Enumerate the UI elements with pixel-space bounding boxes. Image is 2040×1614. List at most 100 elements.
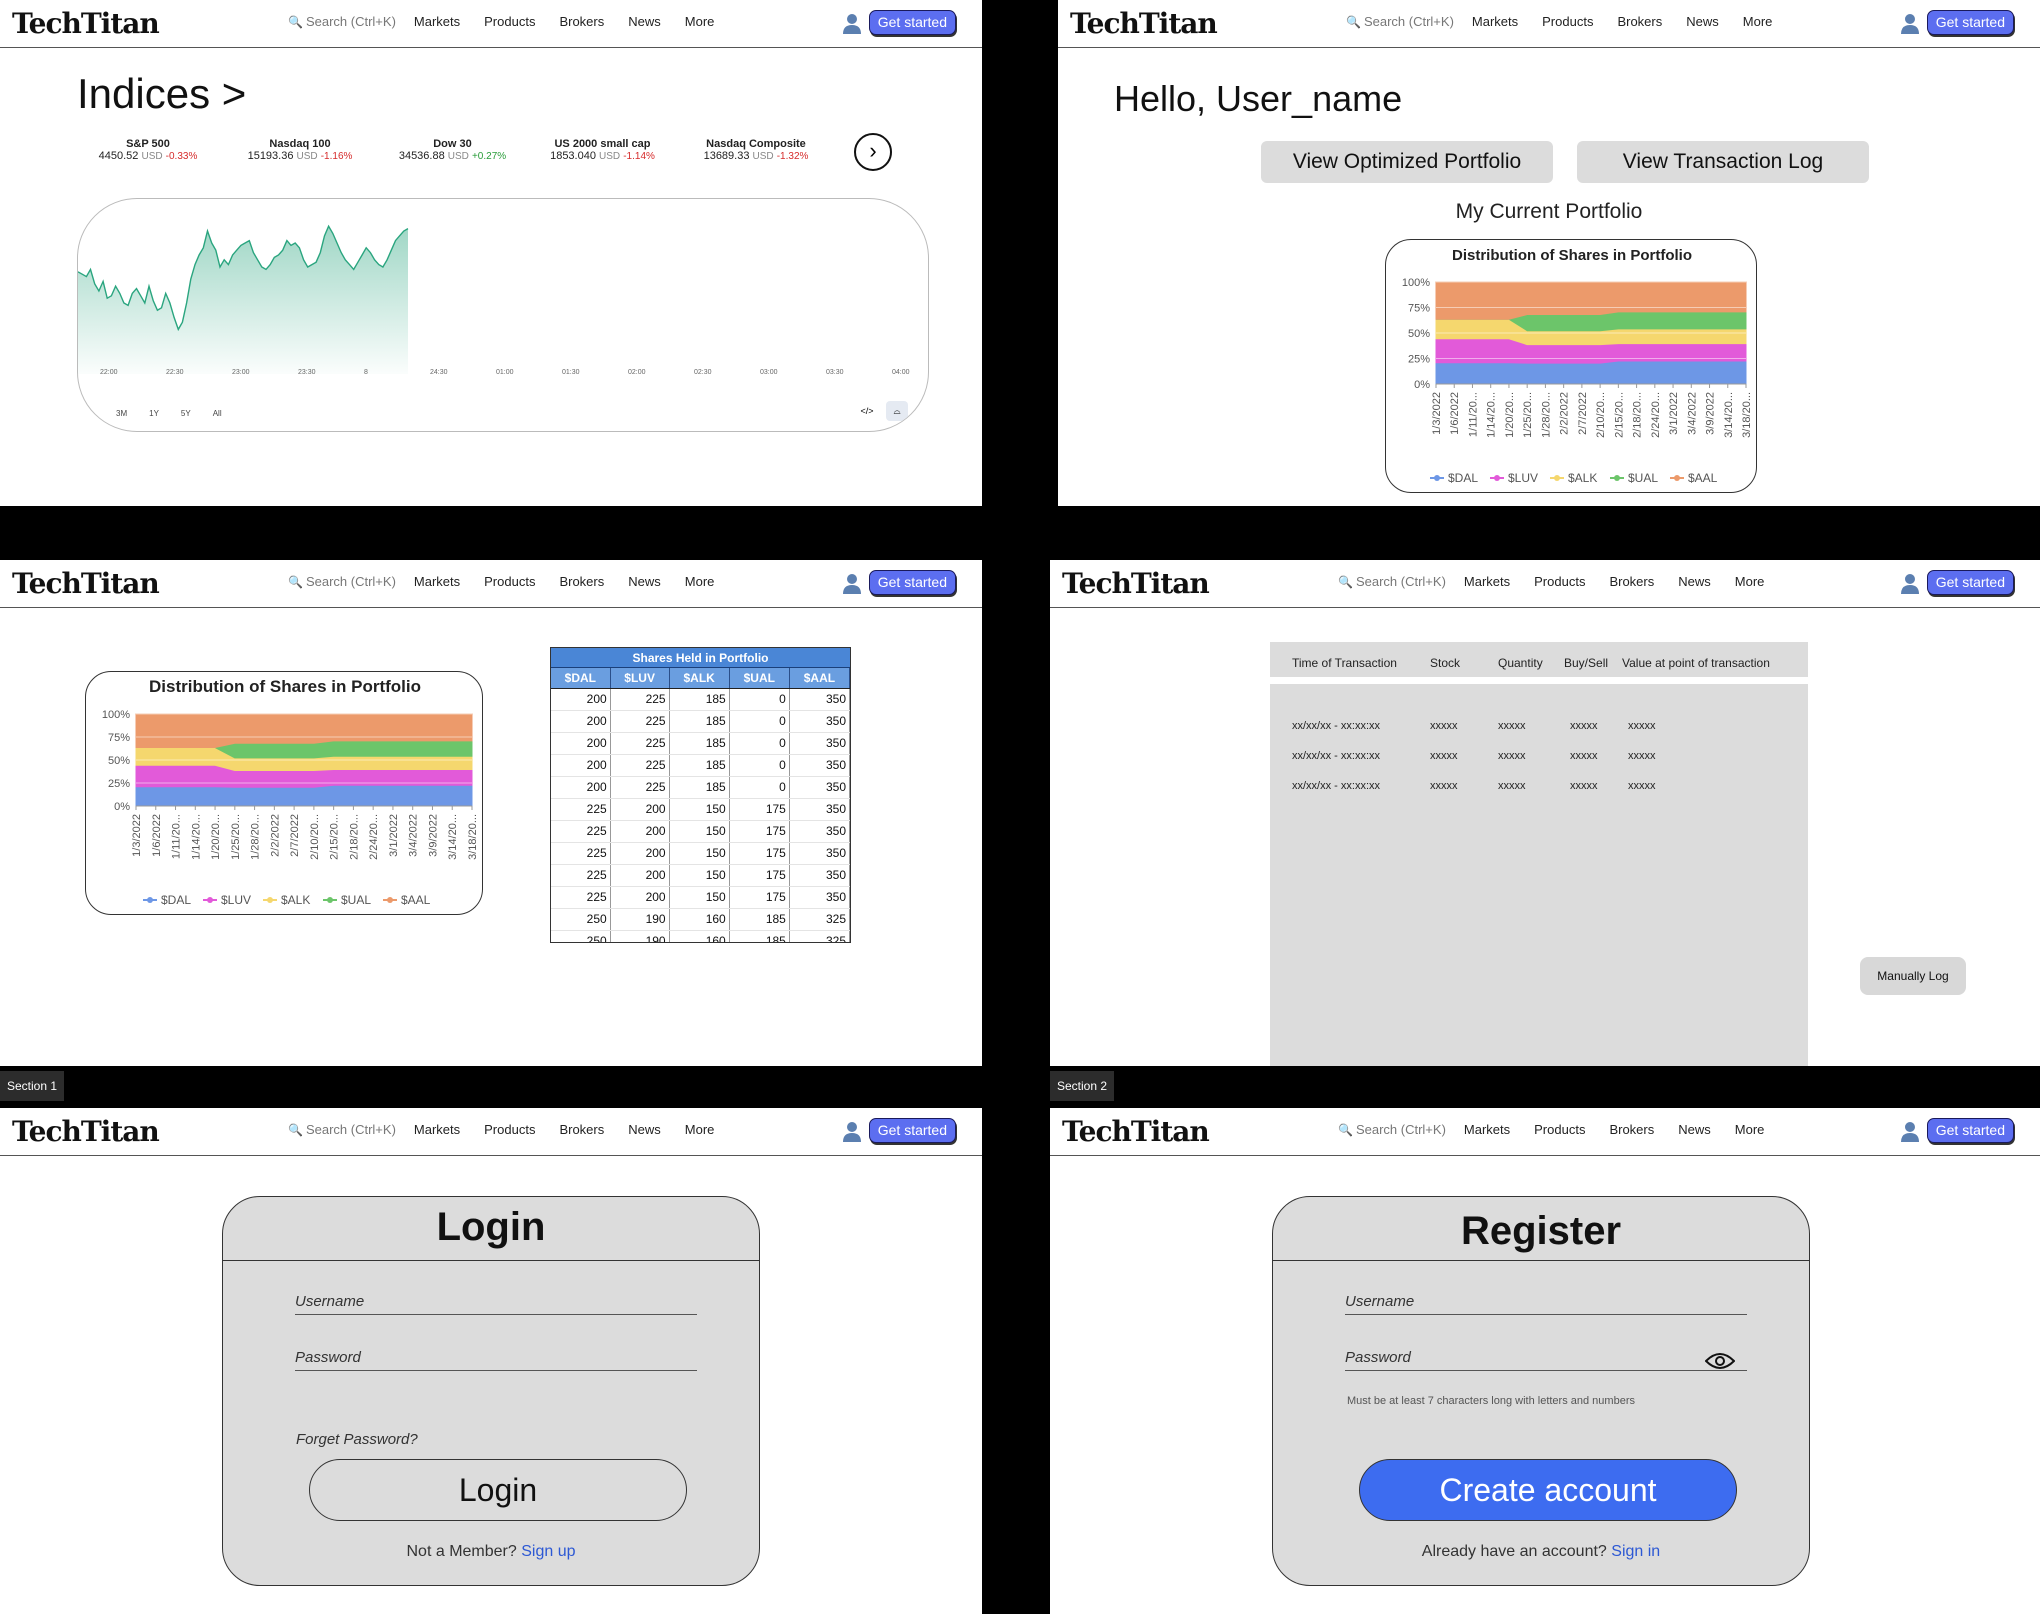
nav-links: 🔍 Search (Ctrl+K) Markets Products Broker… — [288, 574, 738, 589]
table-row: 200 225 185 0 350 — [551, 688, 850, 711]
nav-link-news[interactable]: News — [628, 574, 661, 589]
get-started-button[interactable]: Get started — [1926, 10, 2014, 35]
get-started-button[interactable]: Get started — [868, 570, 956, 595]
time-tick-label: 8 — [364, 369, 368, 376]
nav-link-news[interactable]: News — [628, 1122, 661, 1137]
logo[interactable]: TechTitan — [1070, 7, 1218, 40]
search-box[interactable]: 🔍 Search (Ctrl+K) — [1338, 574, 1446, 589]
logo[interactable]: TechTitan — [1062, 1115, 1210, 1148]
user-icon[interactable] — [1900, 1120, 1920, 1142]
ticker-us2000[interactable]: US 2000 small cap 1853.040 USD -1.14% — [540, 138, 665, 162]
password-field[interactable]: Password — [1345, 1349, 1747, 1371]
nav-link-products[interactable]: Products — [484, 574, 536, 589]
nav-link-more[interactable]: More — [1734, 574, 1765, 589]
search-box[interactable]: 🔍 Search (Ctrl+K) — [288, 574, 396, 589]
table-cell: 185 — [669, 754, 730, 777]
logo[interactable]: TechTitan — [12, 567, 160, 600]
search-box[interactable]: 🔍 Search (Ctrl+K) — [1338, 1122, 1446, 1137]
nav-link-products[interactable]: Products — [1542, 14, 1594, 29]
get-started-button[interactable]: Get started — [868, 10, 956, 35]
nav-link-markets[interactable]: Markets — [413, 14, 461, 29]
search-icon: 🔍 — [288, 14, 303, 29]
user-icon[interactable] — [842, 1120, 862, 1142]
next-arrow-button[interactable]: › — [854, 133, 892, 171]
nav-link-markets[interactable]: Markets — [413, 1122, 461, 1137]
username-field[interactable]: Username — [1345, 1293, 1747, 1315]
nav-link-news[interactable]: News — [1686, 14, 1719, 29]
search-box[interactable]: 🔍 Search (Ctrl+K) — [288, 1122, 396, 1137]
nav-link-markets[interactable]: Markets — [1463, 574, 1511, 589]
user-icon[interactable] — [842, 572, 862, 594]
user-icon[interactable] — [842, 12, 862, 34]
transaction-row[interactable]: xx/xx/xx - xx:xx:xx xxxxx xxxxx xxxxx xx… — [1270, 750, 1808, 770]
nav-link-brokers[interactable]: Brokers — [559, 14, 605, 29]
indices-title[interactable]: Indices > — [77, 70, 247, 117]
nav-link-products[interactable]: Products — [484, 14, 536, 29]
range-1y-button[interactable]: 1Y — [149, 409, 159, 418]
logo[interactable]: TechTitan — [12, 7, 160, 40]
view-transaction-log-button[interactable]: View Transaction Log — [1577, 141, 1869, 183]
range-3m-button[interactable]: 3M — [116, 409, 128, 418]
nav-link-news[interactable]: News — [1678, 1122, 1711, 1137]
view-optimized-portfolio-button[interactable]: View Optimized Portfolio — [1261, 141, 1553, 183]
section-1-label: Section 1 — [0, 1071, 65, 1101]
logo[interactable]: TechTitan — [12, 1115, 160, 1148]
table-cell: 350 — [789, 820, 850, 843]
password-field[interactable]: Password — [295, 1349, 697, 1371]
range-all-button[interactable]: All — [212, 409, 222, 418]
nav-link-brokers[interactable]: Brokers — [1609, 574, 1655, 589]
search-box[interactable]: 🔍 Search (Ctrl+K) — [288, 14, 396, 29]
nav-link-products[interactable]: Products — [484, 1122, 536, 1137]
nav-link-news[interactable]: News — [1678, 574, 1711, 589]
nav-link-markets[interactable]: Markets — [1471, 14, 1519, 29]
nav-link-markets[interactable]: Markets — [413, 574, 461, 589]
nav-link-more[interactable]: More — [684, 1122, 715, 1137]
password-hint: Must be at least 7 characters long with … — [1347, 1395, 1635, 1407]
logo[interactable]: TechTitan — [1062, 567, 1210, 600]
manually-log-button[interactable]: Manually Log — [1860, 957, 1966, 995]
nav-link-products[interactable]: Products — [1534, 574, 1586, 589]
x-tick-label: 1/20/20... — [210, 814, 222, 860]
x-tick-label: 2/2/2022 — [1559, 392, 1571, 435]
get-started-button[interactable]: Get started — [1926, 570, 2014, 595]
login-card: Login Username Password Forget Password?… — [222, 1196, 760, 1586]
ticker-nasdaq100[interactable]: Nasdaq 100 15193.36 USD -1.16% — [240, 138, 360, 162]
nav-link-products[interactable]: Products — [1534, 1122, 1586, 1137]
get-started-button[interactable]: Get started — [868, 1118, 956, 1143]
ticker-nasdaq-composite[interactable]: Nasdaq Composite 13689.33 USD -1.32% — [692, 138, 820, 162]
nav-link-brokers[interactable]: Brokers — [559, 574, 605, 589]
create-account-button[interactable]: Create account — [1359, 1459, 1737, 1521]
sign-up-link[interactable]: Sign up — [521, 1543, 576, 1560]
chart-tools: </> ⌓ — [856, 401, 908, 421]
range-5y-button[interactable]: 5Y — [180, 409, 191, 418]
nav-link-news[interactable]: News — [628, 14, 661, 29]
nav-link-brokers[interactable]: Brokers — [1609, 1122, 1655, 1137]
nav-link-markets[interactable]: Markets — [1463, 1122, 1511, 1137]
transaction-row[interactable]: xx/xx/xx - xx:xx:xx xxxxx xxxxx xxxxx xx… — [1270, 780, 1808, 800]
user-icon[interactable] — [1900, 572, 1920, 594]
nav-link-brokers[interactable]: Brokers — [1617, 14, 1663, 29]
nav-link-more[interactable]: More — [684, 14, 715, 29]
search-box[interactable]: 🔍 Search (Ctrl+K) — [1346, 14, 1454, 29]
eye-icon[interactable] — [1705, 1351, 1735, 1371]
table-cell: 250 — [551, 930, 611, 942]
get-started-button[interactable]: Get started — [1926, 1118, 2014, 1143]
user-icon[interactable] — [1900, 12, 1920, 34]
area-chart-icon[interactable]: ⌓ — [886, 401, 908, 421]
nav-link-brokers[interactable]: Brokers — [559, 1122, 605, 1137]
nav-link-more[interactable]: More — [684, 574, 715, 589]
nav-link-more[interactable]: More — [1742, 14, 1773, 29]
transaction-row[interactable]: xx/xx/xx - xx:xx:xx xxxxx xxxxx xxxxx xx… — [1270, 720, 1808, 740]
embed-icon[interactable]: </> — [860, 406, 874, 416]
x-tick-label: 1/6/2022 — [151, 814, 163, 857]
username-field[interactable]: Username — [295, 1293, 697, 1315]
login-button[interactable]: Login — [309, 1459, 687, 1521]
time-tick-label: 02:30 — [694, 369, 712, 376]
sign-in-link[interactable]: Sign in — [1611, 1543, 1661, 1560]
forgot-password-link[interactable]: Forget Password? — [296, 1431, 418, 1448]
ticker-sp500[interactable]: S&P 500 4450.52 USD -0.33% — [88, 138, 208, 162]
y-tick-label: 0% — [1414, 379, 1430, 391]
ticker-dow30[interactable]: Dow 30 34536.88 USD +0.27% — [390, 138, 515, 162]
nav-link-more[interactable]: More — [1734, 1122, 1765, 1137]
legend-label: $AAL — [401, 893, 431, 907]
